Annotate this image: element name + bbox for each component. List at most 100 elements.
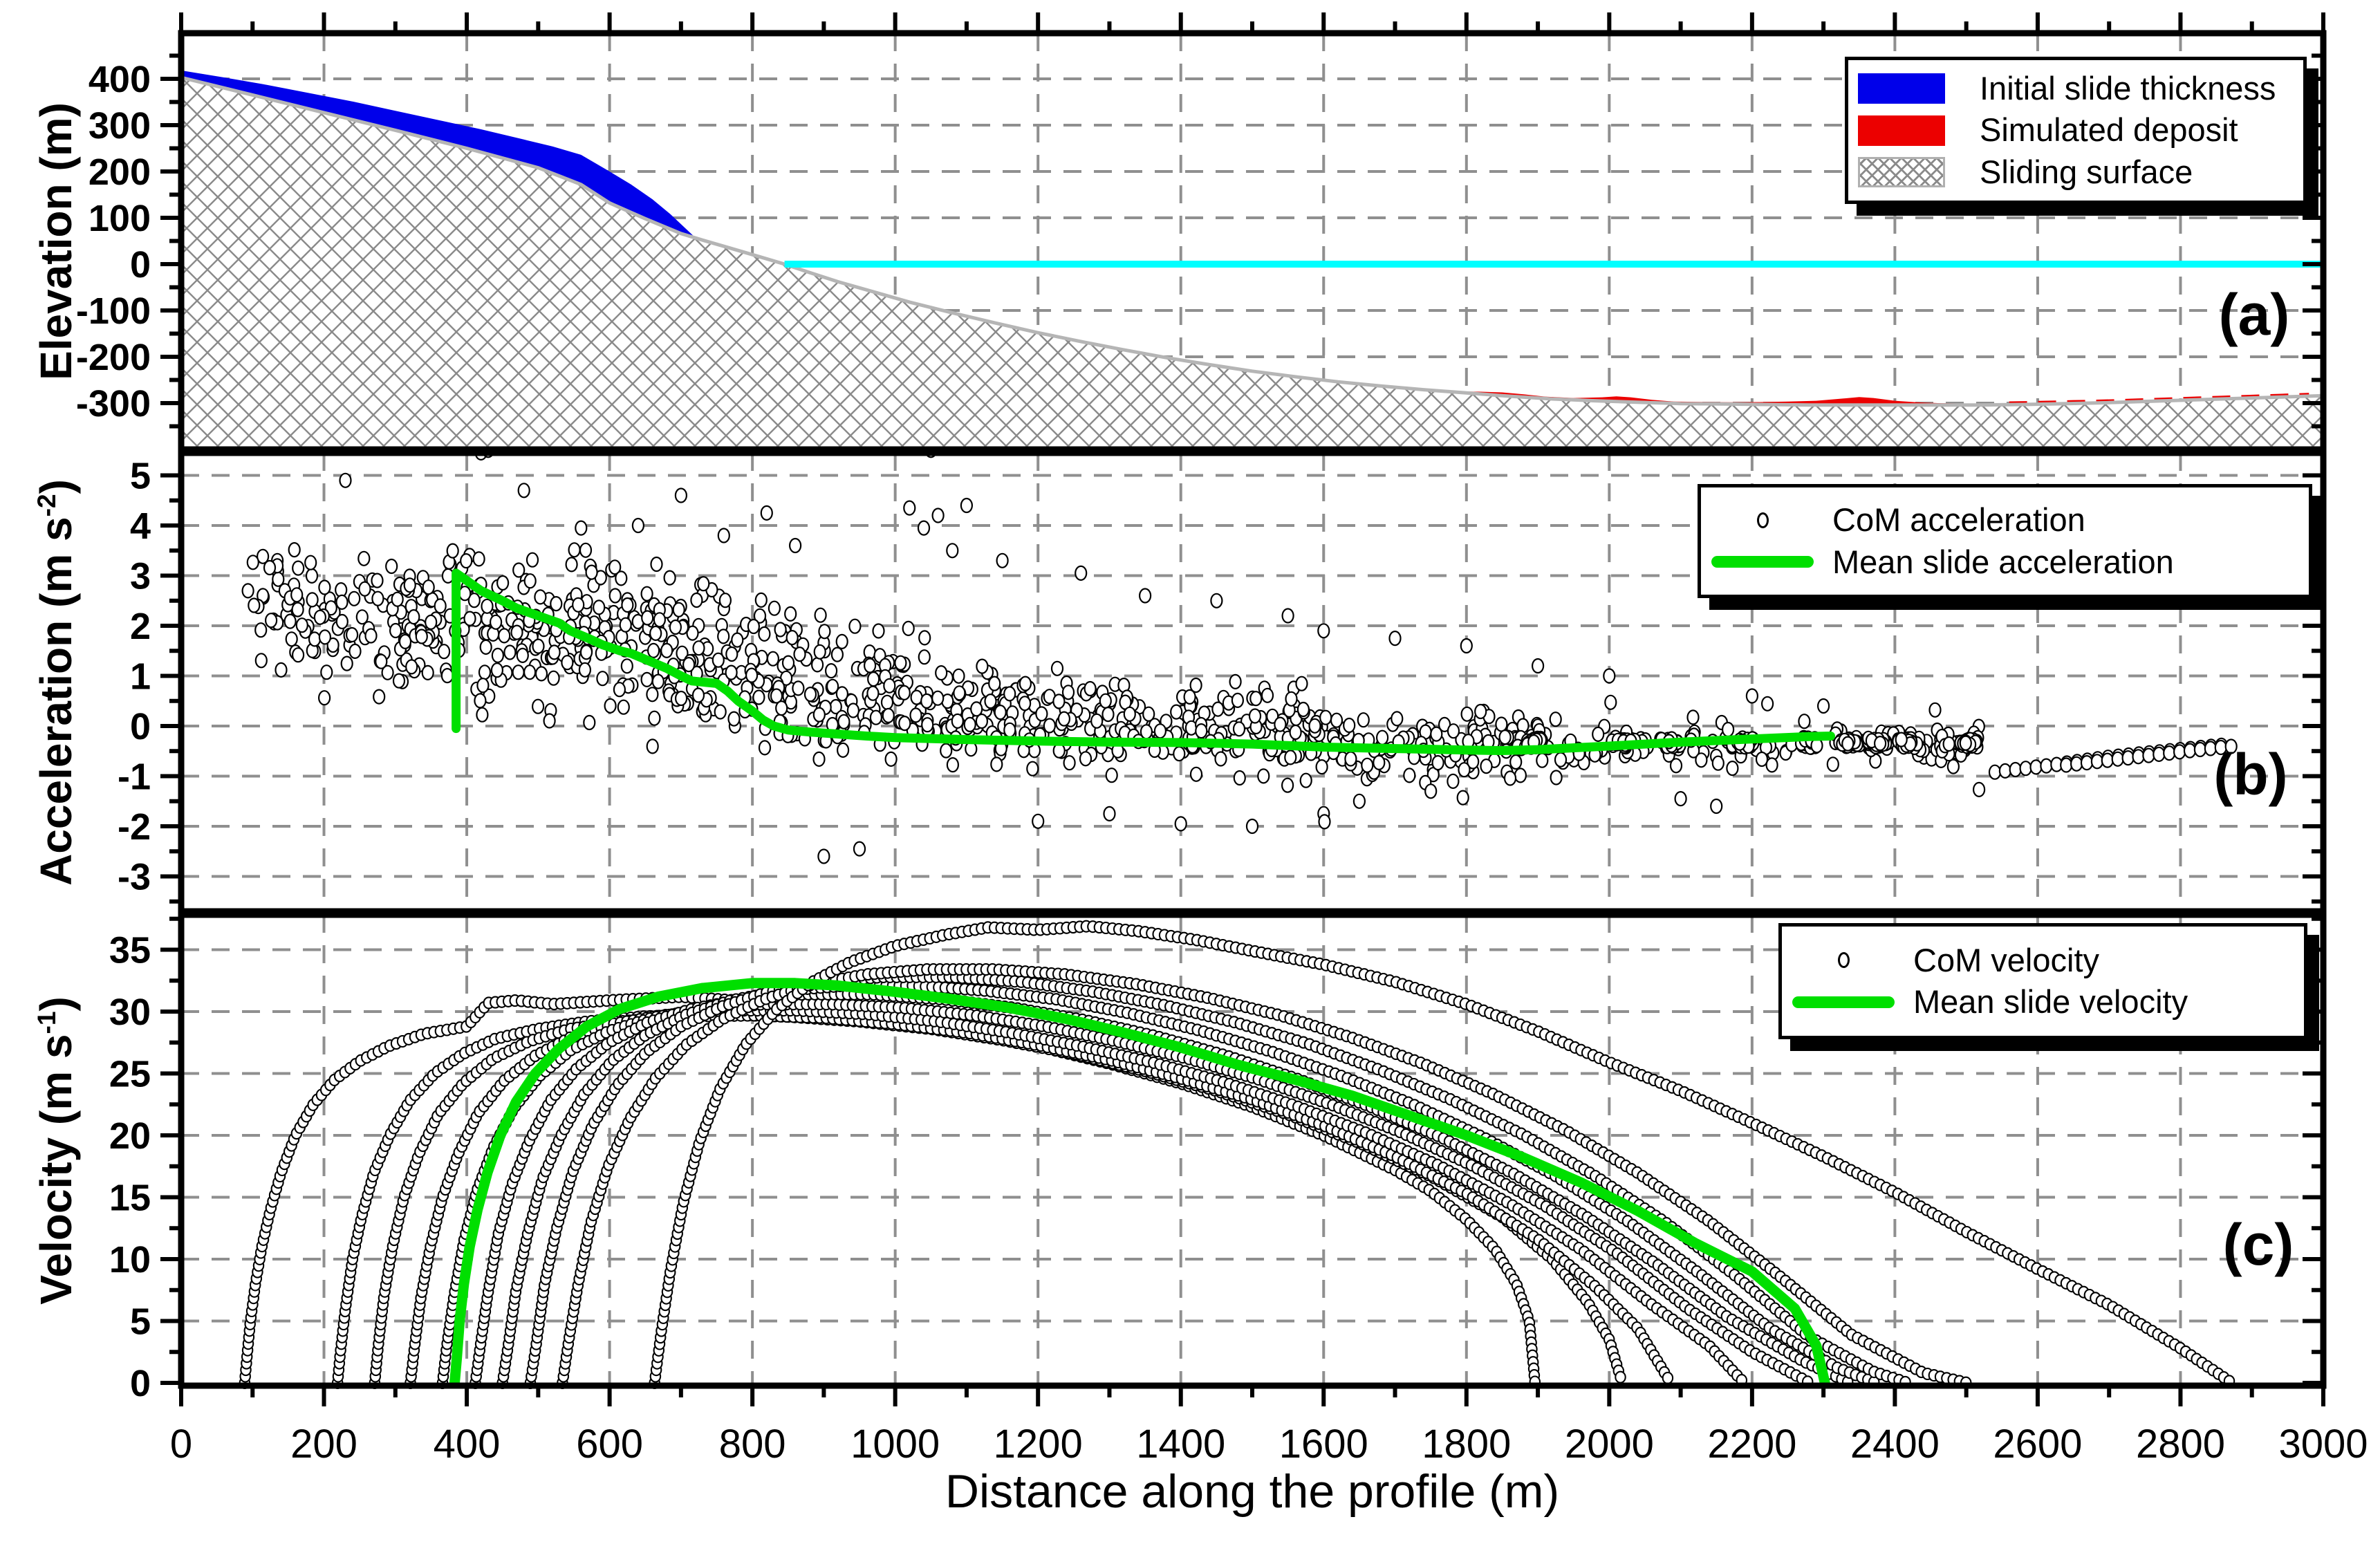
x-tick-label: 0 [170,1422,192,1467]
com-acceleration-point [810,657,824,673]
com-circle-icon [1756,512,1769,528]
com-acceleration-point [1722,721,1735,738]
com-acceleration-point [1988,764,2002,780]
com-acceleration-point [1388,630,1402,647]
com-acceleration-point [894,655,907,671]
com-acceleration-point [818,624,831,640]
com-acceleration-point [440,667,454,684]
com-acceleration-point [510,624,523,640]
com-acceleration-point [2080,754,2094,771]
com-acceleration-point [812,751,826,768]
x-tick-label: 800 [719,1422,786,1467]
com-acceleration-point [1344,751,1357,767]
com-acceleration-point [1090,713,1104,729]
com-acceleration-point [608,588,622,604]
com-acceleration-point [882,707,895,724]
y-tick-label: 25 [109,1054,151,1095]
com-acceleration-point [803,686,817,703]
com-acceleration-point [422,579,435,595]
com-acceleration-point [1317,623,1330,639]
com-acceleration-point [766,651,780,667]
com-acceleration-point [770,688,783,704]
com-acceleration-point [1755,751,1769,768]
com-acceleration-point [691,687,705,703]
com-acceleration-point [1075,565,1088,582]
com-acceleration-point [1503,770,1517,786]
legend-item-deposit: Simulated deposit [1858,109,2294,151]
y-tick-label: 100 [89,198,151,239]
com-acceleration-point [531,698,545,714]
com-acceleration-point [651,673,664,689]
com-acceleration-point [1460,706,1473,722]
com-acceleration-point [646,738,659,754]
com-acceleration-point [1431,754,1444,771]
com-acceleration-point [246,555,259,570]
com-acceleration-point [872,623,885,639]
com-acceleration-point [1057,711,1071,727]
com-acceleration-point [364,628,378,644]
com-acceleration-point [669,619,682,635]
com-acceleration-point [565,557,578,573]
deposit-tail-line [2009,393,2309,404]
com-acceleration-point [1299,772,1312,788]
com-acceleration-point [575,520,588,536]
com-acceleration-point [826,678,839,694]
x-tick-label: 600 [576,1422,643,1467]
com-acceleration-point [512,562,526,578]
com-acceleration-point [917,520,931,536]
y-tick-label: 200 [89,151,151,193]
com-acceleration-point [371,590,384,606]
com-acceleration-point [1343,717,1356,734]
com-acceleration-point [814,607,827,623]
com-acceleration-point [617,699,630,715]
x-tick-label: 1800 [1422,1422,1511,1467]
com-acceleration-point [682,656,696,673]
com-acceleration-point [398,633,412,650]
com-acceleration-point [1424,783,1438,799]
com-acceleration-point [676,645,689,661]
com-acceleration-point [1959,735,1972,751]
com-acceleration-point [467,593,481,608]
y-tick-label: -3 [118,857,151,898]
com-circle-icon [1837,952,1850,969]
com-acceleration-point [358,581,371,597]
com-acceleration-point [768,600,781,616]
com-acceleration-point [348,590,361,606]
com-acceleration-point [339,472,352,488]
com-acceleration-point [288,541,301,558]
com-acceleration-point [909,707,922,723]
com-acceleration-point [481,598,494,614]
com-acceleration-point [460,552,473,569]
com-acceleration-point [534,589,547,605]
com-acceleration-point [866,685,880,701]
com-acceleration-point [1480,758,1493,774]
com-acceleration-point [2142,747,2155,763]
com-acceleration-point [550,595,563,612]
com-acceleration-point [512,664,525,680]
x-tick-label: 1000 [850,1422,940,1467]
com-acceleration-point [472,551,485,567]
legend-label: Initial slide thickness [1980,70,2276,107]
com-acceleration-point [976,658,989,674]
com-acceleration-point [478,664,492,680]
com-acceleration-point [952,668,965,684]
com-acceleration-point [649,625,662,642]
legend-item-sliding-surface: Sliding surface [1858,151,2294,193]
legend-label: Mean slide acceleration [1832,543,2174,580]
com-acceleration-point [836,742,850,759]
com-acceleration-point [1798,714,1811,729]
com-acceleration-point [318,579,331,595]
panel-label-b: (b) [2213,742,2288,807]
legend-velocity: CoM velocity Mean slide velocity [1778,923,2307,1039]
x-tick-label: 2600 [1993,1422,2082,1467]
y-tick-label: 2 [130,606,151,647]
com-acceleration-point [306,592,319,608]
mean-slide-acceleration-line [452,568,1835,755]
com-acceleration-point [1099,693,1112,709]
com-acceleration-point [1018,696,1032,711]
com-acceleration-point [295,617,308,633]
com-acceleration-point [830,647,844,662]
panel-label-a: (a) [2218,282,2290,347]
com-acceleration-point [292,560,305,576]
com-acceleration-point [1403,768,1416,783]
